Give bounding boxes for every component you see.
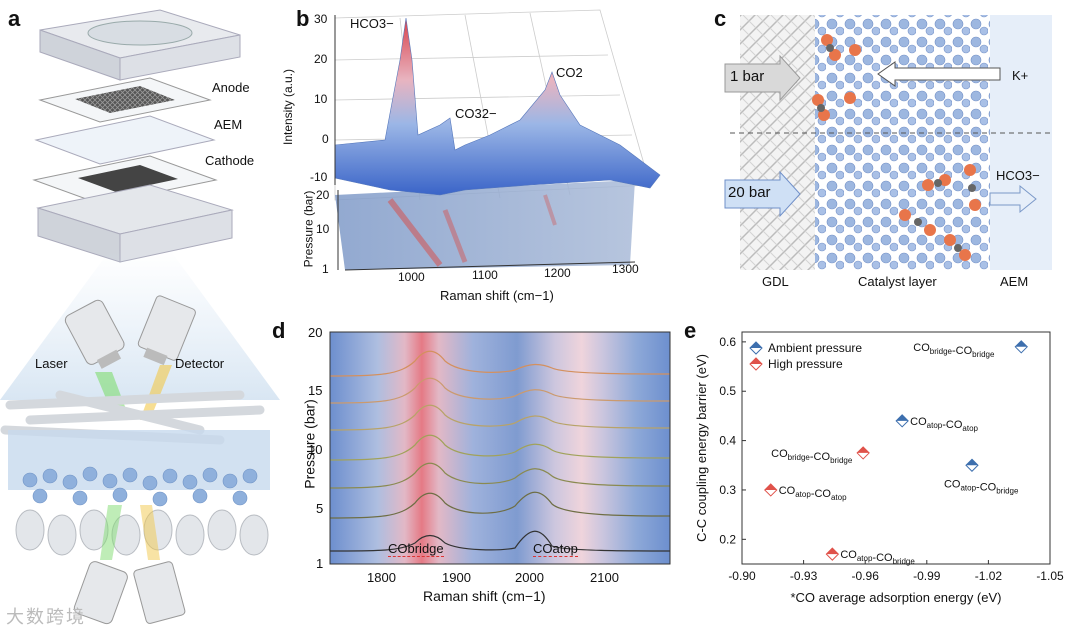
panel-b-letter: b bbox=[296, 6, 310, 31]
data-point bbox=[764, 483, 777, 490]
pressure-tick-label-d: 20 bbox=[308, 325, 323, 340]
cathode-label: Cathode bbox=[205, 153, 255, 168]
watermark: 大数跨境 bbox=[6, 607, 86, 627]
pressure-axis-title-d: Pressure (bar) bbox=[301, 399, 318, 489]
raman-tick-label-b: 1200 bbox=[544, 266, 571, 280]
raman-tick-label-d: 2000 bbox=[515, 570, 544, 585]
peak-co2-label: CO2 bbox=[556, 65, 583, 80]
pressure-tick-label-d: 5 bbox=[316, 501, 324, 516]
data-point bbox=[1015, 340, 1028, 347]
catalyst-layer-label: Catalyst layer bbox=[858, 274, 937, 289]
x-tick-label: -1.02 bbox=[975, 569, 1003, 583]
panel-a: a bbox=[0, 0, 290, 635]
x-tick-label: -0.90 bbox=[728, 569, 756, 583]
data-point-label: COatop-COatop bbox=[910, 416, 978, 433]
data-point bbox=[857, 446, 870, 453]
y-tick-label: 0.2 bbox=[719, 532, 736, 546]
pressure-tick-label-d: 10 bbox=[308, 442, 323, 457]
kplus-label: K+ bbox=[1012, 68, 1029, 83]
plot-frame bbox=[741, 331, 1051, 565]
intensity-axis-title: Intensity (a.u.) bbox=[281, 68, 296, 146]
y-tick-label: 0.6 bbox=[719, 335, 736, 349]
aem-label: AEM bbox=[214, 117, 243, 132]
x-axis-title: *CO average adsorption energy (eV) bbox=[790, 590, 1001, 605]
panel-a-letter: a bbox=[8, 6, 21, 31]
raman-pressure-heatmap bbox=[329, 331, 671, 565]
y-tick-label: 0.4 bbox=[719, 434, 736, 448]
anode-label: Anode bbox=[212, 80, 250, 95]
data-point-label: CObridge-CObridge bbox=[771, 448, 853, 465]
aem-label-c: AEM bbox=[1000, 274, 1029, 289]
twenty-bar-label: 20 bar bbox=[728, 184, 771, 201]
data-point-label: COatop-CObridge bbox=[840, 549, 915, 566]
data-point-label: CObridge-CObridge bbox=[913, 342, 995, 359]
raman-tick-label-d: 2100 bbox=[590, 570, 619, 585]
legend-marker bbox=[750, 358, 762, 364]
intensity-tick-label: 30 bbox=[314, 12, 328, 26]
raman-tick-label-b: 1000 bbox=[398, 270, 425, 284]
pressure-tick-label-b: 20 bbox=[316, 188, 330, 202]
raman-shift-axis-title-d: Raman shift (cm−1) bbox=[423, 588, 546, 604]
pressure-axis-title-b: Pressure (bar) bbox=[301, 190, 316, 268]
data-point-label: COatop-CObridge bbox=[944, 478, 1019, 495]
panel-d: d bbox=[272, 318, 680, 618]
y-axis-title: C-C coupling energy barrier (eV) bbox=[694, 354, 709, 542]
peak-hco3-label: HCO3− bbox=[350, 16, 394, 31]
raman-tick-label-b: 1100 bbox=[472, 268, 498, 282]
cell-exploded-illustration bbox=[0, 9, 280, 625]
one-bar-label: 1 bar bbox=[730, 68, 765, 85]
data-point bbox=[965, 459, 978, 466]
intensity-tick-label: 10 bbox=[314, 92, 328, 106]
intensity-tick-label: 0 bbox=[322, 132, 329, 146]
hco3-label-c: HCO3− bbox=[996, 168, 1040, 183]
scatter-chart: -0.90 -0.93 -0.96 -0.99 -1.02 -1.05 0.6 0.5 0.4 0… bbox=[694, 331, 1064, 605]
raman-tick-label-b: 1300 bbox=[612, 262, 639, 276]
interface-schematic bbox=[724, 15, 1052, 270]
detector-label: Detector bbox=[175, 356, 225, 371]
x-tick-label: -0.93 bbox=[790, 569, 818, 583]
panel-c-letter: c bbox=[714, 6, 727, 31]
data-point bbox=[826, 548, 839, 555]
intensity-tick-label: 20 bbox=[314, 52, 328, 66]
gdl-label: GDL bbox=[762, 274, 789, 289]
pressure-tick-label-d: 15 bbox=[308, 383, 323, 398]
panel-c: c bbox=[700, 0, 1080, 310]
panel-b: b bbox=[281, 0, 680, 310]
data-point-label: COatop-COatop bbox=[779, 485, 847, 502]
y-tick-label: 0.3 bbox=[719, 483, 736, 497]
legend-marker bbox=[750, 342, 762, 348]
intensity-tick-label: -10 bbox=[310, 170, 328, 184]
panel-e: e -0.90 -0.93 -0.96 -0.99 -1.02 -1.05 0.6 0.5 0.… bbox=[680, 318, 1080, 635]
x-tick-label: -0.99 bbox=[913, 569, 941, 583]
band-label-bridge: CObridge bbox=[388, 541, 444, 557]
legend-label: High pressure bbox=[768, 357, 843, 371]
peak-co3-label: CO32− bbox=[455, 106, 497, 121]
raman-tick-label-d: 1900 bbox=[442, 570, 471, 585]
x-tick-label: -1.05 bbox=[1036, 569, 1064, 583]
pressure-tick-label-b: 1 bbox=[322, 262, 329, 276]
y-tick-label: 0.5 bbox=[719, 384, 736, 398]
pressure-tick-label-d: 1 bbox=[316, 556, 324, 571]
panel-d-letter: d bbox=[272, 318, 286, 343]
band-label-atop: COatop bbox=[533, 541, 578, 557]
raman-tick-label-d: 1800 bbox=[367, 570, 396, 585]
laser-label: Laser bbox=[35, 356, 68, 371]
pressure-tick-label-b: 10 bbox=[316, 222, 330, 236]
x-tick-label: -0.96 bbox=[852, 569, 880, 583]
raman-shift-axis-title-b: Raman shift (cm−1) bbox=[440, 288, 554, 303]
panel-e-letter: e bbox=[684, 318, 697, 343]
data-point bbox=[896, 414, 909, 421]
raman-3d-surface bbox=[334, 9, 661, 271]
legend-label: Ambient pressure bbox=[768, 341, 862, 355]
